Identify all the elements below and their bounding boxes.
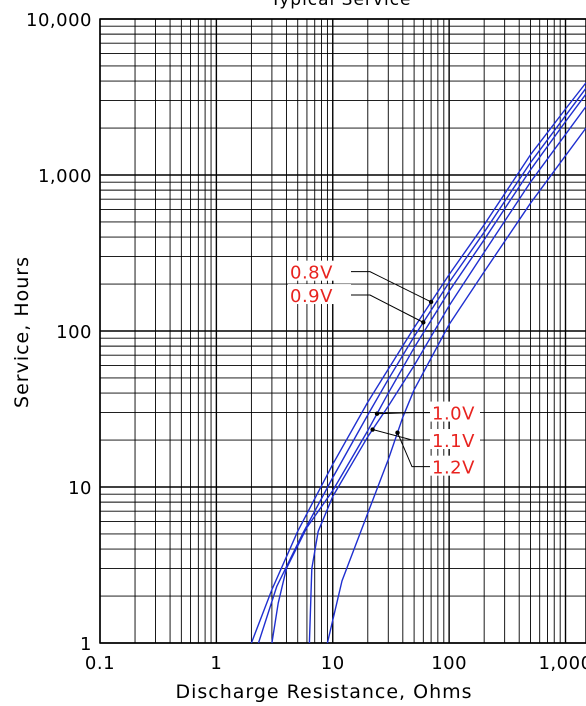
x-tick-label: 1 bbox=[210, 653, 222, 674]
callout-label-1-2V: 1.2V bbox=[432, 458, 475, 479]
y-axis-label: Service, Hours bbox=[11, 256, 33, 408]
series-line-0-9V bbox=[257, 87, 586, 644]
y-tick-label: 1 bbox=[80, 634, 92, 655]
y-tick-label: 10 bbox=[68, 478, 92, 499]
callout-leader-1-1V bbox=[372, 429, 430, 441]
series-line-0-8V bbox=[250, 82, 586, 644]
plot-frame bbox=[99, 18, 586, 644]
callout-bg-0-8V bbox=[288, 260, 351, 281]
series-line-1-2V bbox=[326, 127, 586, 644]
callout-arrowhead-1-1V bbox=[370, 427, 375, 432]
callout-arrowhead-0-9V bbox=[421, 320, 426, 325]
callout-label-1-0V: 1.0V bbox=[432, 404, 475, 425]
callout-arrowhead-1-2V bbox=[395, 430, 400, 435]
callout-arrowhead-1-0V bbox=[374, 411, 380, 416]
series-line-1-0V bbox=[271, 93, 586, 644]
x-tick-label: 0.1 bbox=[85, 653, 115, 674]
callout-arrowhead-0-8V bbox=[428, 299, 434, 305]
major-gridlines bbox=[99, 18, 586, 644]
callout-leader-0-9V bbox=[351, 294, 424, 323]
x-tick-label: 10 bbox=[321, 653, 345, 674]
callout-label-0-8V: 0.8V bbox=[290, 263, 333, 284]
chart-title: Typical Service bbox=[269, 0, 411, 10]
y-tick-label: 10,000 bbox=[26, 10, 92, 31]
y-tick-label: 100 bbox=[56, 322, 92, 343]
callout-bg-1-0V bbox=[430, 401, 480, 422]
callout-leader-1-0V bbox=[376, 412, 430, 415]
series-line-1-1V bbox=[308, 106, 586, 644]
callout-leader-1-2V bbox=[397, 432, 430, 468]
callout-label-1-1V: 1.1V bbox=[432, 431, 475, 452]
callout-label-0-9V: 0.9V bbox=[290, 286, 333, 307]
callout-bg-0-9V bbox=[288, 284, 351, 305]
x-tick-label: 1,000 bbox=[538, 653, 586, 674]
callout-bg-1-1V bbox=[430, 429, 480, 450]
callout-bg-1-2V bbox=[430, 455, 480, 476]
series-lines bbox=[250, 82, 586, 644]
series-callouts: 0.8V0.9V 1.0V 1.1V 1.2V bbox=[288, 260, 480, 479]
y-tick-label: 1,000 bbox=[38, 166, 92, 187]
x-axis-label: Discharge Resistance, Ohms bbox=[175, 681, 472, 703]
x-tick-label: 100 bbox=[431, 653, 467, 674]
callout-leader-0-8V bbox=[351, 271, 432, 303]
